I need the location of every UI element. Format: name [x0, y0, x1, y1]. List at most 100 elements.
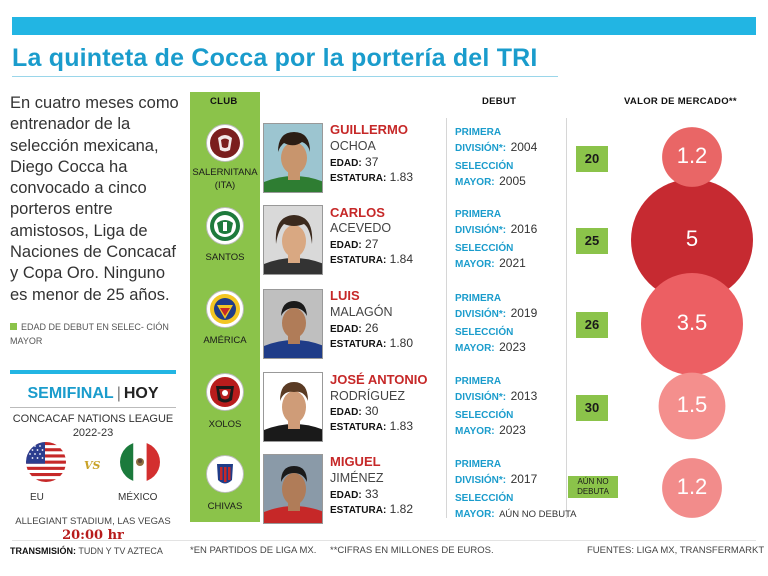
debut-age-badge: 30 — [576, 395, 608, 421]
header-market-value: VALOR DE MERCADO** — [624, 96, 737, 107]
division-label: DIVISIÓN*: — [455, 225, 507, 236]
debut-age-badge: 20 — [576, 146, 608, 172]
seleccion-year: 2023 — [499, 423, 526, 437]
national-team-debut: SELECCIÓN MAYOR: 2021 — [455, 240, 526, 272]
america-crest-icon — [206, 290, 244, 328]
player-age: EDAD: 33 — [330, 487, 378, 501]
primera-label: PRIMERA — [455, 376, 502, 387]
market-value-label: 1.5 — [676, 392, 708, 418]
primera-label: PRIMERA — [455, 459, 502, 470]
first-division-debut: PRIMERA DIVISIÓN*: 2019 — [455, 290, 537, 322]
footnote-liga: *EN PARTIDOS DE LIGA MX. — [190, 545, 317, 556]
player-first-name: CARLOS — [330, 205, 385, 220]
club-name: XOLOS — [208, 419, 242, 430]
seleccion-year: 2023 — [499, 340, 526, 354]
age-value: 33 — [365, 487, 379, 501]
height-value: 1.84 — [389, 252, 413, 266]
mayor-label: MAYOR: — [455, 509, 495, 520]
primera-year: 2016 — [510, 222, 538, 236]
height-label: ESTATURA: — [330, 422, 387, 433]
club-name: SALERNITANA (ITA) — [192, 167, 258, 191]
player-age: EDAD: 37 — [330, 155, 378, 169]
match-stage-separator: | — [116, 385, 121, 402]
seleccion-year: 2005 — [499, 174, 526, 188]
club-name: CHIVAS — [207, 501, 243, 512]
seleccion-label: SELECCIÓN — [455, 327, 514, 338]
player-height: ESTATURA: 1.83 — [330, 419, 413, 433]
league-name: CONCACAF NATIONS LEAGUE 2022-23 — [10, 412, 176, 440]
player-photo — [263, 205, 323, 275]
height-label: ESTATURA: — [330, 173, 387, 184]
broadcast: TRANSMISIÓN: TUDN Y TV AZTECA — [10, 546, 176, 556]
player-age: EDAD: 26 — [330, 321, 378, 335]
national-team-debut: SELECCIÓN MAYOR: 2023 — [455, 324, 526, 356]
primera-label: PRIMERA — [455, 209, 502, 220]
santos-crest-icon — [206, 207, 244, 245]
legend-text: Edad de debut en selec- ción mayor — [10, 322, 169, 346]
match-when: HOY — [123, 385, 159, 402]
player-age: EDAD: 30 — [330, 404, 378, 418]
first-division-debut: PRIMERA DIVISIÓN*: 2016 — [455, 206, 537, 238]
player-last-name: OCHOA — [330, 139, 376, 153]
age-value: 37 — [365, 155, 379, 169]
market-value-label: 1.2 — [676, 143, 708, 169]
player-last-name: ACEVEDO — [330, 221, 392, 235]
title-divider — [12, 76, 558, 77]
age-label: EDAD: — [330, 407, 362, 418]
market-value-label: 5 — [685, 226, 699, 252]
match-divider — [10, 407, 176, 408]
age-label: EDAD: — [330, 490, 362, 501]
height-value: 1.83 — [389, 419, 413, 433]
broadcast-label: TRANSMISIÓN: — [10, 546, 76, 556]
age-label: EDAD: — [330, 158, 362, 169]
versus-label: VS — [84, 459, 101, 472]
player-height: ESTATURA: 1.83 — [330, 170, 413, 184]
primera-year: 2019 — [510, 306, 538, 320]
seleccion-status: AÚN NO DEBUTA — [499, 509, 577, 520]
player-photo — [263, 123, 323, 193]
player-photo — [263, 454, 323, 524]
division-label: DIVISIÓN*: — [455, 475, 507, 486]
age-label: EDAD: — [330, 240, 362, 251]
primera-label: PRIMERA — [455, 293, 502, 304]
footer-divider — [12, 540, 756, 541]
mayor-label: MAYOR: — [455, 259, 495, 270]
player-height: ESTATURA: 1.84 — [330, 252, 413, 266]
player-height: ESTATURA: 1.80 — [330, 336, 413, 350]
club-name: AMÉRICA — [203, 335, 247, 346]
legend: Edad de debut en selec- ción mayor — [10, 320, 170, 348]
height-label: ESTATURA: — [330, 339, 387, 350]
player-last-name: RODRÍGUEZ — [330, 389, 405, 403]
page-title: La quinteta de Cocca por la portería del… — [12, 44, 538, 72]
player-first-name: JOSÉ ANTONIO — [330, 372, 428, 387]
age-value: 26 — [365, 321, 379, 335]
header-club: CLUB — [210, 96, 238, 107]
player-first-name: GUILLERMO — [330, 122, 408, 137]
match-box-top-bar — [10, 370, 176, 374]
player-first-name: MIGUEL — [330, 454, 381, 469]
intro-text: En cuatro meses como entrenador de la se… — [10, 94, 179, 304]
column-divider — [446, 118, 447, 518]
player-age: EDAD: 27 — [330, 237, 378, 251]
home-team: EU — [30, 492, 44, 503]
player-photo — [263, 289, 323, 359]
xolos-crest-icon — [206, 373, 244, 411]
player-last-name: MALAGÓN — [330, 305, 393, 319]
top-accent-bar — [12, 17, 756, 35]
national-team-debut: SELECCIÓN MAYOR: 2023 — [455, 407, 526, 439]
market-value-label: 1.2 — [676, 474, 708, 500]
primera-label: PRIMERA — [455, 127, 502, 138]
mayor-label: MAYOR: — [455, 426, 495, 437]
primera-year: 2017 — [510, 472, 538, 486]
club-name: SANTOS — [205, 252, 245, 263]
height-label: ESTATURA: — [330, 255, 387, 266]
seleccion-label: SELECCIÓN — [455, 493, 514, 504]
usa-flag-icon — [26, 442, 66, 482]
player-photo — [263, 372, 323, 442]
mayor-label: MAYOR: — [455, 343, 495, 354]
first-division-debut: PRIMERA DIVISIÓN*: 2017 — [455, 456, 537, 488]
seleccion-year: 2021 — [499, 256, 526, 270]
away-team: MÉXICO — [118, 492, 158, 503]
salernitana-crest-icon — [206, 124, 244, 162]
national-team-debut: SELECCIÓN MAYOR: AÚN NO DEBUTA — [455, 490, 577, 522]
